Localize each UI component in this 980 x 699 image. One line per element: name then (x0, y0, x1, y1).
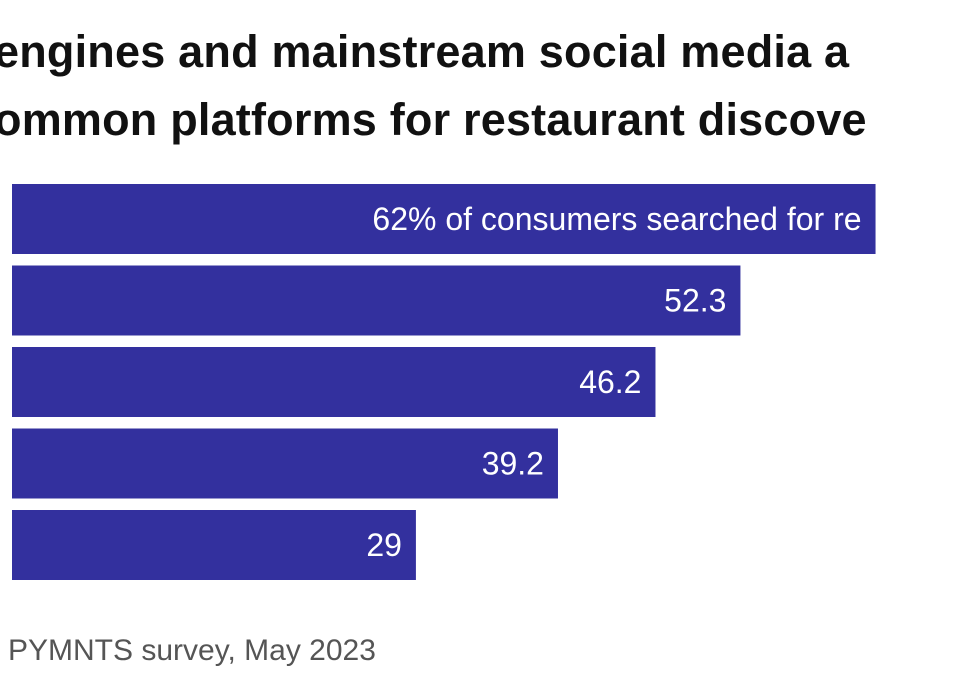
bar-2-value-label: 52.3 (664, 283, 726, 319)
bar-4 (12, 428, 558, 499)
bar-5 (12, 510, 416, 580)
bar-3 (12, 347, 656, 417)
bar-1 (12, 184, 876, 254)
bar-3-value-label: 46.2 (579, 364, 641, 400)
bar-5-value-label: 29 (366, 527, 402, 563)
chart-title-line-1: engines and mainstream social media a (0, 26, 850, 77)
source-note: PYMNTS survey, May 2023 (8, 634, 376, 667)
bar-2 (12, 265, 741, 336)
chart-title-line-2: ommon platforms for restaurant discove (0, 94, 867, 145)
bar-4-value-label: 39.2 (482, 446, 544, 482)
bar-1-value-label: 62% of consumers searched for re (372, 201, 861, 237)
